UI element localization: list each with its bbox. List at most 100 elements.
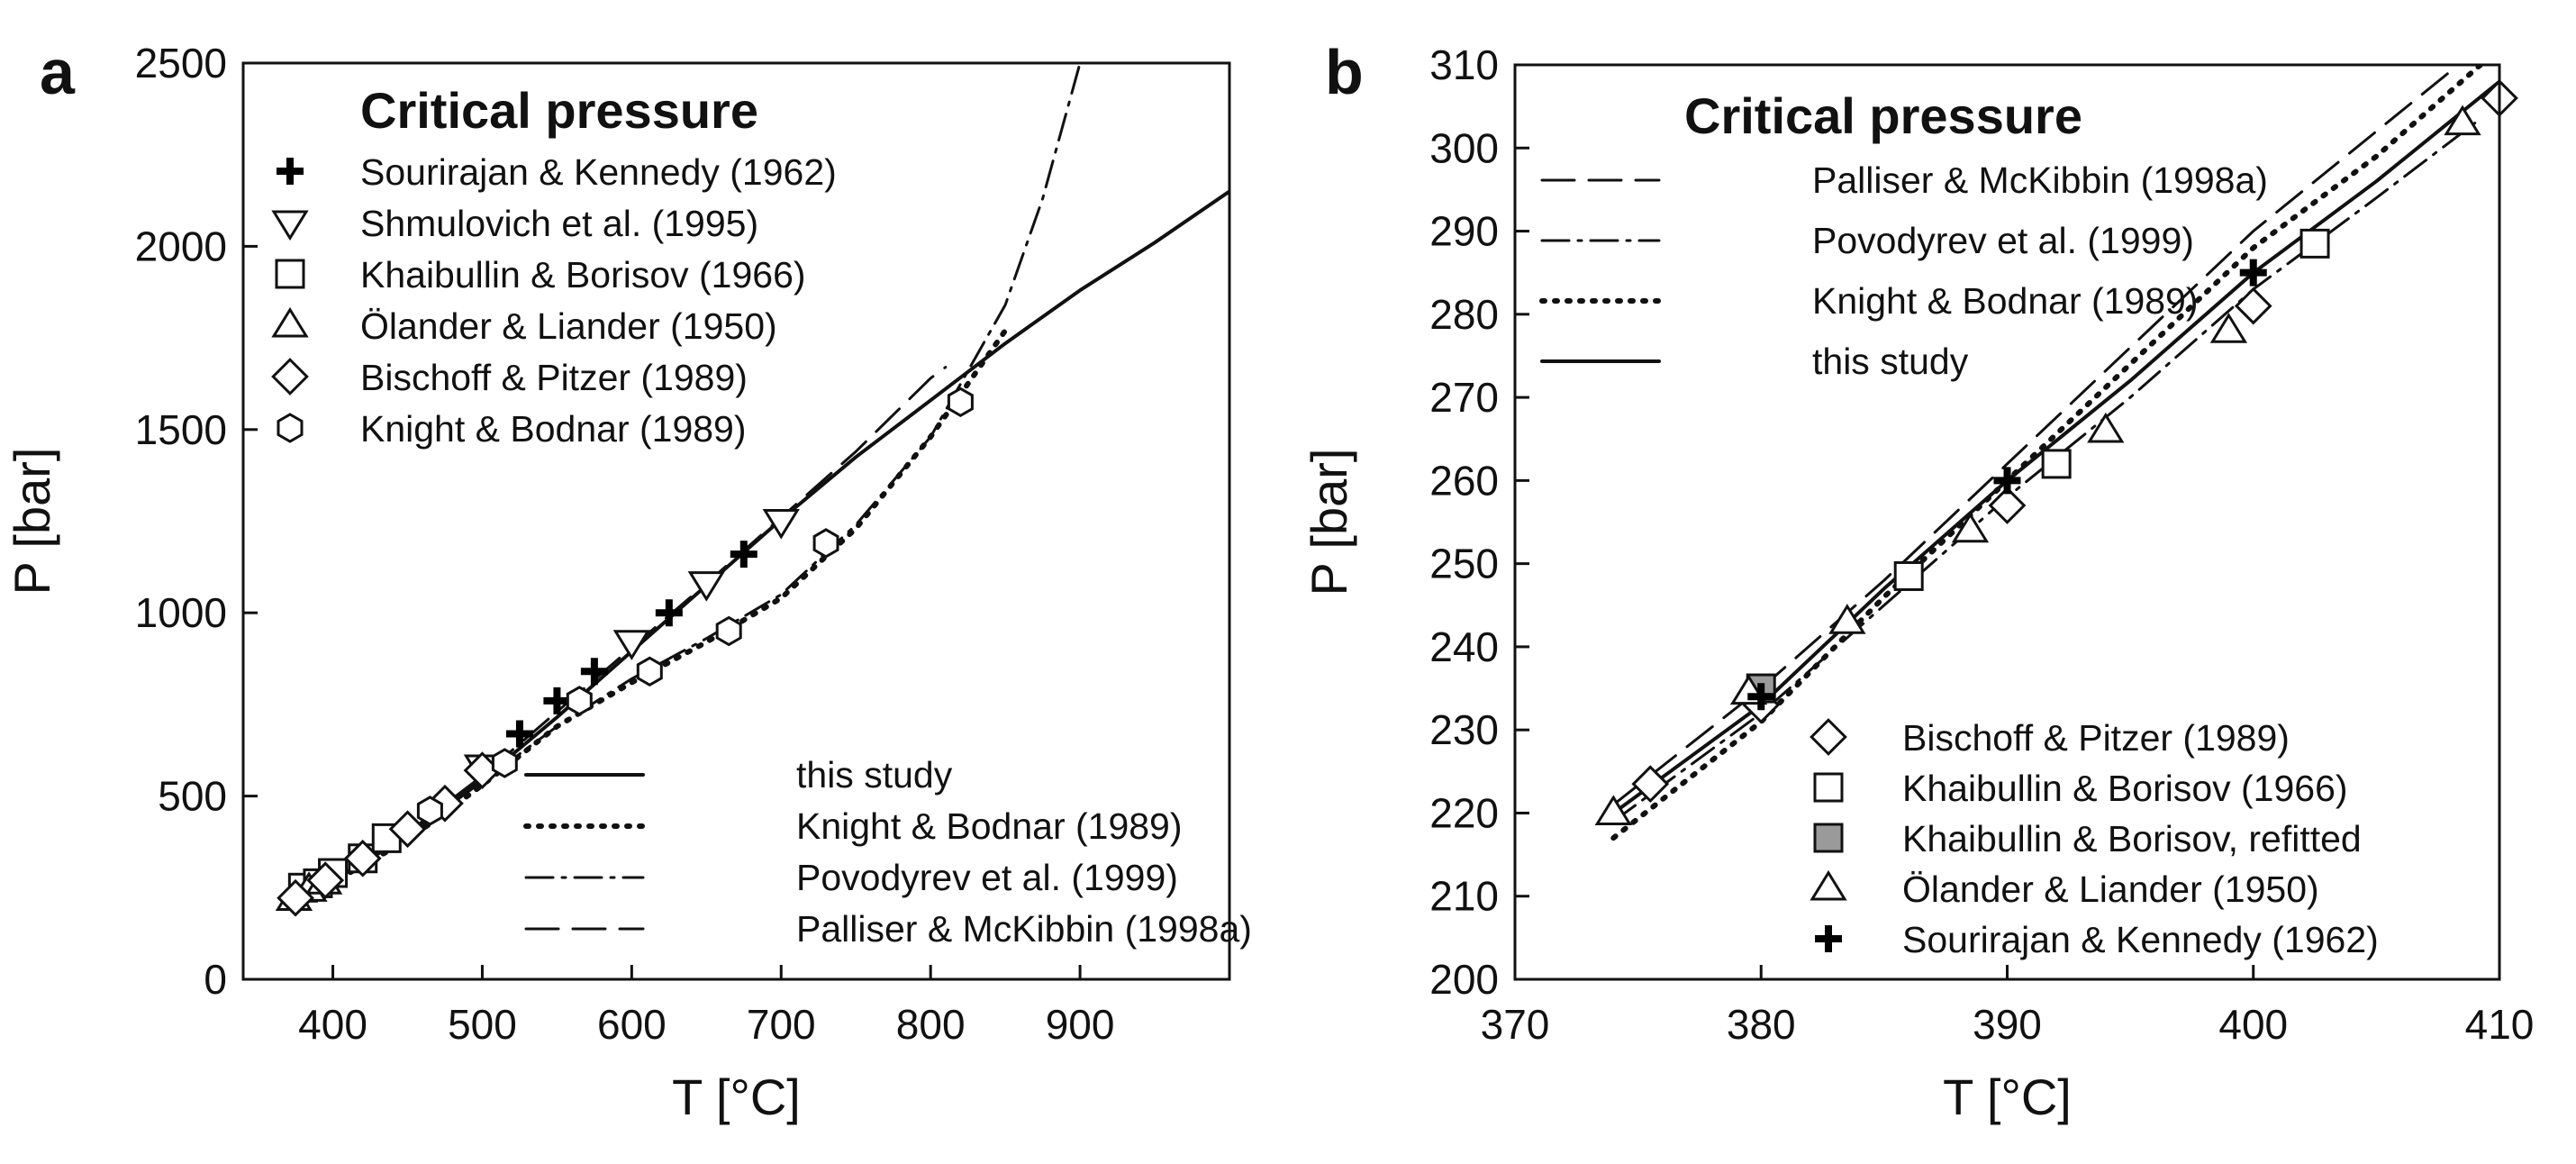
curves [1610,65,2499,841]
data-point-0-1 [543,687,571,714]
data-point-1-2 [2299,228,2330,259]
y-tick-label-1: 500 [158,773,227,820]
y-tick-label-4: 240 [1429,623,1499,670]
legend-marker-label-0: Bischoff & Pitzer (1989) [1902,717,2290,759]
legend-line-label-1: Knight & Bodnar (1989) [796,805,1183,847]
y-tick-label-3: 230 [1429,706,1499,753]
legend-marker-3 [271,306,309,338]
legend-marker-1 [271,210,309,241]
series-line-1 [291,328,1009,904]
x-tick-label-3: 700 [747,1001,816,1048]
x-axis-label: T [°C] [672,1069,801,1125]
data-point-1-1 [2041,449,2072,479]
x-tick-label-4: 800 [896,1001,966,1048]
x-tick-label-0: 400 [298,1001,367,1048]
data-point-0-0 [1631,765,1670,804]
legend-marker-0 [1810,718,1847,756]
ticks: 400 500 600 700 800 900 0 500 1000 1500 2000 2500 [135,40,1115,1048]
legend-marker-label-3: Ölander & Liander (1950) [360,305,777,347]
y-tick-label-0: 200 [1429,956,1499,1003]
legend-marker-4 [271,358,309,396]
data-point-3-2 [1828,604,1866,634]
panel-label: b [1325,37,1364,107]
legend-marker-2 [275,259,305,289]
panel-label: a [40,37,76,107]
data-point-0-3 [2234,286,2272,325]
legend-marker-4 [1815,925,1842,952]
legend-lines: this study Knight & Bodnar (1989) Povodyre… [523,754,1252,950]
data-point-3-3 [1951,512,1990,543]
data-point-3-5 [2209,313,2248,343]
ticks: 370 380 390 400 410 200 210 220 230 240 250 260 270 2… [1429,41,2534,1048]
data-point-4-0 [277,878,314,917]
legend-lines: Palliser & McKibbin (1998a) Povodyrev et … [1539,159,2268,382]
markers [1594,79,2518,825]
data-point-4-2 [2239,259,2267,286]
y-axis-label: P [bar] [1301,449,1357,596]
data-point-4-1 [306,861,345,900]
y-tick-label-2: 220 [1429,789,1499,836]
series-line-2 [292,63,1082,902]
panel-b: 370 380 390 400 410 200 210 220 230 240 250 260 270 2… [1301,37,2534,1125]
legend-marker-1 [1813,772,1844,803]
legend-line-label-0: Palliser & McKibbin (1998a) [1812,159,2268,201]
data-point-5-6 [947,386,974,418]
x-tick-label-3: 400 [2218,1001,2288,1048]
legend-marker-2 [1813,823,1844,853]
chart-title: Critical pressure [360,82,758,139]
y-tick-label-9: 290 [1429,208,1499,255]
data-point-0-2 [1988,487,2027,524]
legend-line-label-2: Knight & Bodnar (1989) [1812,280,2199,322]
data-point-4-1 [1993,467,2021,495]
x-tick-label-5: 900 [1046,1001,1115,1048]
data-point-4-3 [388,810,427,849]
y-tick-label-5: 250 [1429,541,1499,587]
data-point-3-4 [2087,412,2125,443]
legend-marker-3 [1810,869,1847,901]
data-point-0-2 [580,658,608,686]
series-line-2 [1610,65,2485,841]
y-tick-label-4: 2000 [135,223,227,269]
data-point-5-5 [812,528,839,559]
data-point-5-1 [491,748,518,778]
data-point-1-3 [762,509,800,540]
data-point-3-0 [1594,795,1632,825]
legend-marker-0 [277,158,304,185]
legend-marker-label-2: Khaibullin & Borisov, refitted [1902,818,2362,859]
legend-markers: Sourirajan & Kennedy (1962) Shmulovich et… [271,151,837,450]
panel-a: 400 500 600 700 800 900 0 500 1000 1500 2000 2500 T … [4,37,1252,1125]
y-tick-label-0: 0 [204,956,227,1003]
plot-frame [241,61,1231,981]
legend-marker-label-4: Bischoff & Pitzer (1989) [360,357,748,398]
x-tick-label-4: 410 [2465,1001,2535,1048]
data-point-1-0 [1893,560,1924,591]
series-line-0 [1611,65,2461,806]
x-tick-label-2: 600 [597,1001,667,1048]
y-tick-label-5: 2500 [135,40,227,86]
legend-line-label-2: Povodyrev et al. (1999) [796,857,1178,898]
y-tick-label-1: 210 [1429,873,1499,920]
data-point-2-4 [371,823,402,853]
data-point-5-3 [636,656,663,687]
data-point-0-4 [730,541,757,568]
x-tick-label-1: 380 [1727,1001,1796,1048]
y-tick-label-11: 310 [1429,41,1499,88]
data-point-5-2 [566,686,593,716]
data-point-4-0 [1747,683,1775,711]
legend-markers: Bischoff & Pitzer (1989) Khaibullin & Bor… [1810,717,2379,960]
data-point-1-1 [612,630,651,660]
data-point-5-4 [715,615,742,647]
legend-line-label-3: Palliser & McKibbin (1998a) [796,908,1252,950]
y-tick-label-7: 270 [1429,374,1499,421]
data-point-4-2 [343,839,382,878]
data-point-5-0 [416,796,443,826]
x-tick-label-2: 390 [1973,1001,2042,1048]
y-tick-label-10: 300 [1429,124,1499,171]
data-point-0-3 [655,599,683,627]
x-tick-label-1: 500 [448,1001,517,1048]
y-tick-label-8: 280 [1429,291,1499,338]
legend-marker-label-1: Shmulovich et al. (1995) [360,203,758,244]
legend-marker-label-5: Knight & Bodnar (1989) [360,408,747,450]
legend-line-label-1: Povodyrev et al. (1999) [1812,220,2194,261]
